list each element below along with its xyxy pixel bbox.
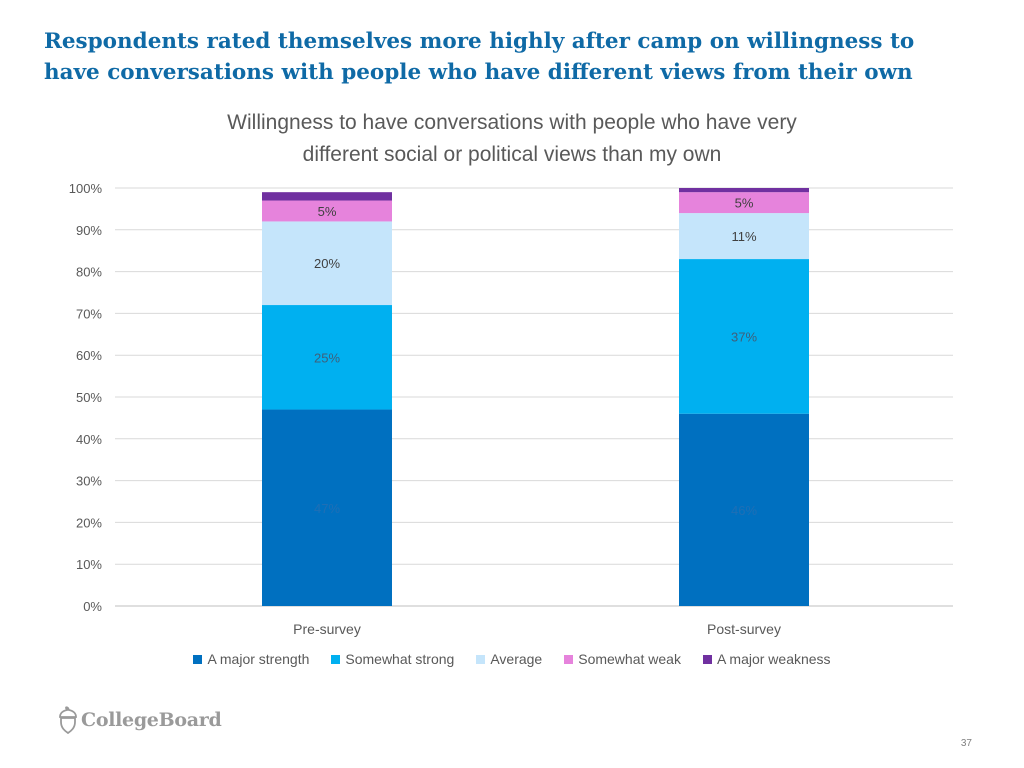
page-title-line-1: Respondents rated themselves more highly… — [44, 29, 915, 54]
data-label: 20% — [314, 256, 340, 271]
y-tick-label: 100% — [69, 181, 103, 196]
collegeboard-logo: CollegeBoard — [58, 706, 222, 734]
bar-segment-somewhat-strong — [679, 259, 809, 414]
legend-swatch — [702, 654, 712, 664]
bar-segment-somewhat-weak — [262, 200, 392, 222]
page-number: 37 — [960, 738, 972, 749]
chart-title-line-2: different social or political views than… — [303, 143, 722, 166]
y-tick-label: 80% — [76, 265, 102, 280]
legend-label: A major strength — [207, 651, 310, 667]
bar-segment-a-major-weakness — [679, 188, 809, 193]
logo-wordmark: CollegeBoard — [81, 709, 222, 731]
data-label: 11% — [731, 229, 756, 244]
data-label: 37% — [731, 329, 757, 344]
y-tick-label: 40% — [76, 432, 102, 447]
bar-segment-average — [262, 221, 392, 306]
y-tick-label: 90% — [76, 223, 102, 238]
y-tick-label: 60% — [76, 348, 102, 363]
legend-label: A major weakness — [716, 651, 831, 667]
y-tick-label: 70% — [76, 306, 102, 321]
legend-item: Average — [476, 651, 542, 667]
bar-segment-somewhat-weak — [679, 192, 809, 214]
bar-segment-average — [679, 213, 809, 260]
data-label: 5% — [735, 196, 754, 211]
legend-label: Somewhat weak — [578, 651, 681, 667]
legend-swatch — [193, 654, 203, 664]
data-label: 47% — [314, 501, 340, 516]
bar-segment-somewhat-strong — [262, 305, 392, 410]
y-tick-label: 20% — [76, 515, 102, 530]
legend-label: Average — [490, 651, 543, 667]
chart-title-line-1: Willingness to have conversations with p… — [227, 111, 797, 134]
legend-item: A major weakness — [702, 651, 831, 667]
bar-segment-a-major-weakness — [262, 192, 392, 201]
y-tick-label: 50% — [76, 390, 102, 405]
y-tick-label: 30% — [76, 474, 102, 489]
legend-swatch — [476, 654, 486, 664]
page-title-line-2: have conversations with people who have … — [44, 60, 913, 85]
legend-swatch — [564, 654, 574, 664]
x-category-label: Post-survey — [707, 621, 781, 637]
bar-segment-a-major-strength — [262, 409, 392, 606]
legend-item: Somewhat weak — [564, 651, 681, 667]
stacked-bar-chart: Willingness to have conversations with p… — [69, 111, 953, 637]
y-tick-label: 10% — [76, 557, 102, 572]
data-label: 46% — [731, 503, 757, 518]
legend-label: Somewhat strong — [345, 651, 455, 667]
legend-item: Somewhat strong — [331, 651, 454, 667]
x-category-label: Pre-survey — [293, 621, 361, 637]
y-tick-label: 0% — [83, 599, 102, 614]
acorn-icon — [59, 706, 77, 734]
chart-legend: A major strength Somewhat strong Average So… — [0, 651, 1024, 667]
legend-item: A major strength — [193, 651, 309, 667]
bar-segment-a-major-strength — [679, 413, 809, 606]
page-title: Respondents rated themselves more highly… — [44, 26, 1004, 88]
data-label: 5% — [318, 204, 337, 219]
legend-swatch — [331, 654, 341, 664]
data-label: 25% — [314, 350, 340, 365]
